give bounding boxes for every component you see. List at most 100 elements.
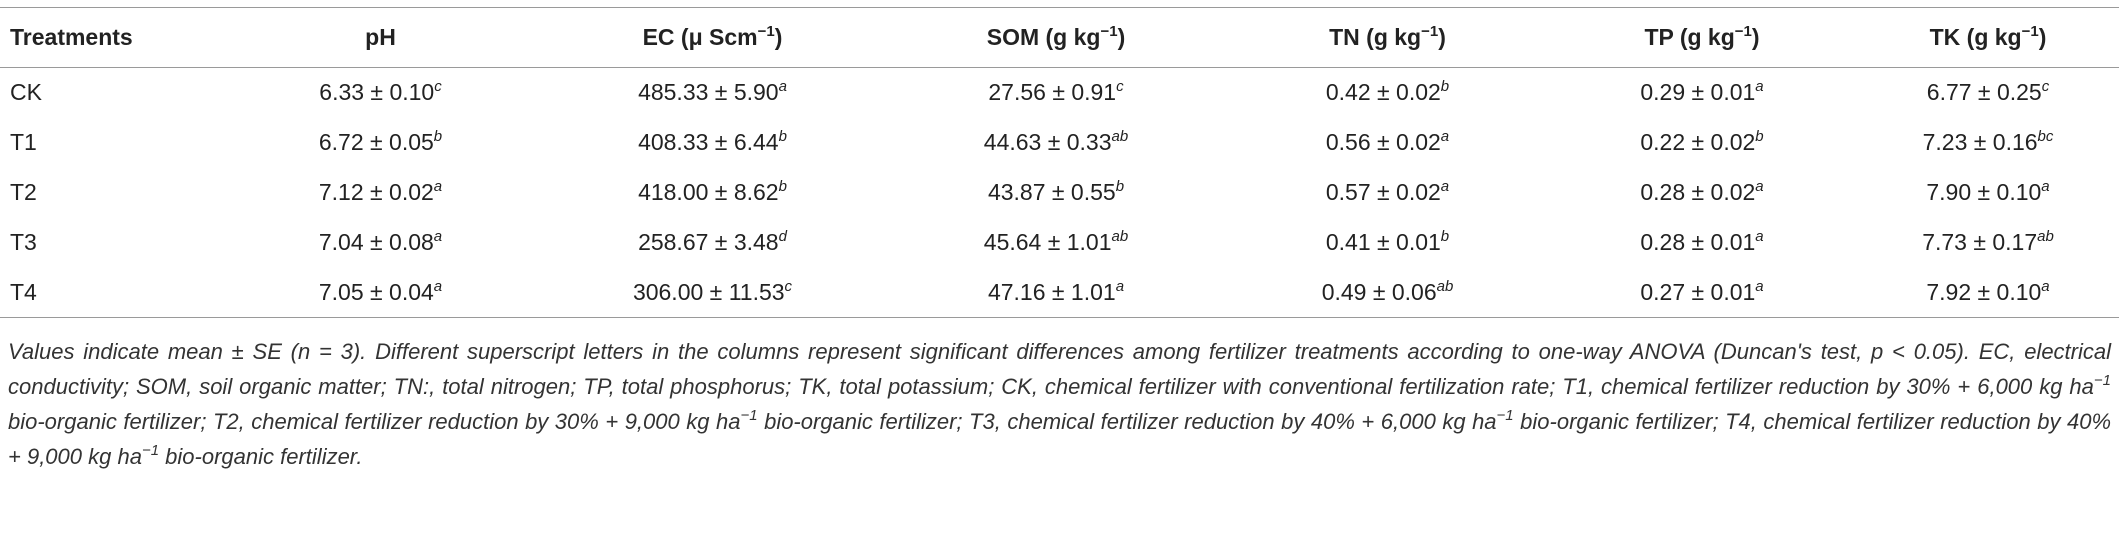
cell-value: 306.00 ± 11.53 xyxy=(632,278,785,305)
table-cell: 7.73 ± 0.17ab xyxy=(1857,218,2119,268)
data-table: Treatments pH EC (μ Scm−1) SOM (g kg−1) TN (… xyxy=(0,7,2119,318)
cell-value: 0.29 ± 0.01 xyxy=(1640,79,1756,106)
treatment-label: T2 xyxy=(10,179,37,205)
table-row: T4 7.05 ± 0.04a 306.00 ± 11.53c 47.16 ± 1.0… xyxy=(0,268,2119,318)
table-cell: 7.92 ± 0.10a xyxy=(1857,268,2119,318)
cell-value: 0.42 ± 0.02 xyxy=(1325,79,1441,106)
cell-value: 408.33 ± 6.44 xyxy=(638,129,779,155)
header-text: TP (g kg xyxy=(1644,24,1735,50)
footnote-superscript: −1 xyxy=(1496,407,1514,424)
table-cell: 306.00 ± 11.53c xyxy=(541,268,884,318)
significance-letter: ab xyxy=(2037,228,2054,245)
table-cell: 7.05 ± 0.04a xyxy=(220,268,541,318)
header-row: Treatments pH EC (μ Scm−1) SOM (g kg−1) TN (… xyxy=(0,7,2119,68)
cell-value: 6.33 ± 0.10 xyxy=(319,79,435,106)
table-cell: 0.22 ± 0.02b xyxy=(1547,118,1857,168)
table-footnote: Values indicate mean ± SE (n = 3). Diffe… xyxy=(8,334,2111,474)
cell-value: 0.22 ± 0.02 xyxy=(1640,129,1756,155)
table-cell: 0.28 ± 0.01a xyxy=(1547,218,1857,268)
header-text: TN (g kg xyxy=(1329,24,1422,50)
significance-letter: a xyxy=(1755,277,1764,295)
significance-letter: a xyxy=(1755,178,1764,195)
table-cell: 27.56 ± 0.91c xyxy=(884,68,1228,118)
cell-value: 0.57 ± 0.02 xyxy=(1325,179,1441,205)
column-header: TP (g kg−1) xyxy=(1547,8,1857,68)
table-cell: 0.28 ± 0.02a xyxy=(1547,168,1857,218)
cell-value: 6.72 ± 0.05 xyxy=(318,129,434,155)
significance-letter: a xyxy=(1440,178,1450,195)
significance-letter: bc xyxy=(2037,128,2054,145)
header-text: ) xyxy=(774,24,783,50)
header-text: ) xyxy=(1438,24,1446,50)
significance-letter: a xyxy=(1755,228,1764,245)
header-text: ) xyxy=(2038,24,2047,50)
header-superscript: −1 xyxy=(2021,23,2039,40)
significance-letter: b xyxy=(1755,128,1764,145)
significance-letter: b xyxy=(1115,178,1125,195)
column-header: pH xyxy=(220,8,541,68)
significance-letter: c xyxy=(434,78,442,96)
cell-value: 0.28 ± 0.02 xyxy=(1640,179,1756,205)
table-row: T2 7.12 ± 0.02a 418.00 ± 8.62b 43.87 ± 0.55… xyxy=(0,168,2119,218)
treatment-label: T4 xyxy=(10,278,37,305)
significance-letter: b xyxy=(778,178,787,195)
column-header: Treatments xyxy=(0,8,220,68)
cell-value: 0.56 ± 0.02 xyxy=(1325,129,1441,155)
column-header: SOM (g kg−1) xyxy=(884,8,1228,68)
table-cell: 44.63 ± 0.33ab xyxy=(884,118,1228,168)
footnote-text: bio-organic fertilizer; T2, chemical fer… xyxy=(8,409,741,434)
table-cell: 43.87 ± 0.55b xyxy=(884,168,1228,218)
significance-letter: a xyxy=(2041,178,2050,195)
table-cell: 45.64 ± 1.01ab xyxy=(884,218,1228,268)
cell-value: 0.27 ± 0.01 xyxy=(1640,278,1756,305)
table-cell: 258.67 ± 3.48d xyxy=(541,218,884,268)
cell-value: 7.73 ± 0.17 xyxy=(1922,229,2038,255)
significance-letter: c xyxy=(784,277,793,295)
significance-letter: ab xyxy=(1111,228,1129,245)
table-cell: 7.12 ± 0.02a xyxy=(220,168,541,218)
treatment-label: CK xyxy=(10,79,42,106)
cell-value: 258.67 ± 3.48 xyxy=(638,229,779,255)
footnote-text: bio-organic fertilizer. xyxy=(159,444,363,469)
cell-value: 7.04 ± 0.08 xyxy=(318,229,434,255)
row-label: T2 xyxy=(0,168,220,218)
table-cell: 0.42 ± 0.02b xyxy=(1228,68,1547,118)
significance-letter: d xyxy=(778,228,787,245)
cell-value: 7.23 ± 0.16 xyxy=(1922,129,2038,155)
footnote-superscript: −1 xyxy=(740,407,758,424)
header-superscript: −1 xyxy=(757,23,775,40)
table-cell: 47.16 ± 1.01a xyxy=(884,268,1228,318)
treatment-label: T1 xyxy=(10,129,37,155)
treatment-label: T3 xyxy=(10,229,37,255)
table-cell: 0.56 ± 0.02a xyxy=(1228,118,1547,168)
significance-letter: a xyxy=(433,277,443,295)
column-header: TK (g kg−1) xyxy=(1857,8,2119,68)
cell-value: 47.16 ± 1.01 xyxy=(987,278,1116,305)
cell-value: 7.90 ± 0.10 xyxy=(1926,179,2042,205)
table-row: T1 6.72 ± 0.05b 408.33 ± 6.44b 44.63 ± 0.33… xyxy=(0,118,2119,168)
column-header: EC (μ Scm−1) xyxy=(541,8,884,68)
cell-value: 44.63 ± 0.33 xyxy=(983,129,1112,155)
row-label: T3 xyxy=(0,218,220,268)
table-cell: 7.04 ± 0.08a xyxy=(220,218,541,268)
row-label: CK xyxy=(0,68,220,118)
significance-letter: a xyxy=(1115,277,1125,295)
header-text: ) xyxy=(1751,24,1760,50)
row-label: T1 xyxy=(0,118,220,168)
significance-letter: b xyxy=(1440,78,1450,96)
header-text: TK (g kg xyxy=(1929,24,2022,50)
cell-value: 0.41 ± 0.01 xyxy=(1325,229,1441,255)
table-row: T3 7.04 ± 0.08a 258.67 ± 3.48d 45.64 ± 1.01… xyxy=(0,218,2119,268)
significance-letter: b xyxy=(433,128,443,145)
footnote-superscript: −1 xyxy=(2093,372,2111,389)
significance-letter: b xyxy=(1440,228,1450,245)
table-cell: 0.29 ± 0.01a xyxy=(1547,68,1857,118)
significance-letter: a xyxy=(2041,277,2050,295)
cell-value: 7.92 ± 0.10 xyxy=(1926,278,2042,305)
header-text: pH xyxy=(365,24,396,50)
table-cell: 6.77 ± 0.25c xyxy=(1857,68,2119,118)
table-cell: 7.90 ± 0.10a xyxy=(1857,168,2119,218)
footnote-text: bio-organic fertilizer; T3, chemical fer… xyxy=(757,409,1497,434)
table-body: CK 6.33 ± 0.10c 485.33 ± 5.90a 27.56 ± 0.91… xyxy=(0,68,2119,318)
